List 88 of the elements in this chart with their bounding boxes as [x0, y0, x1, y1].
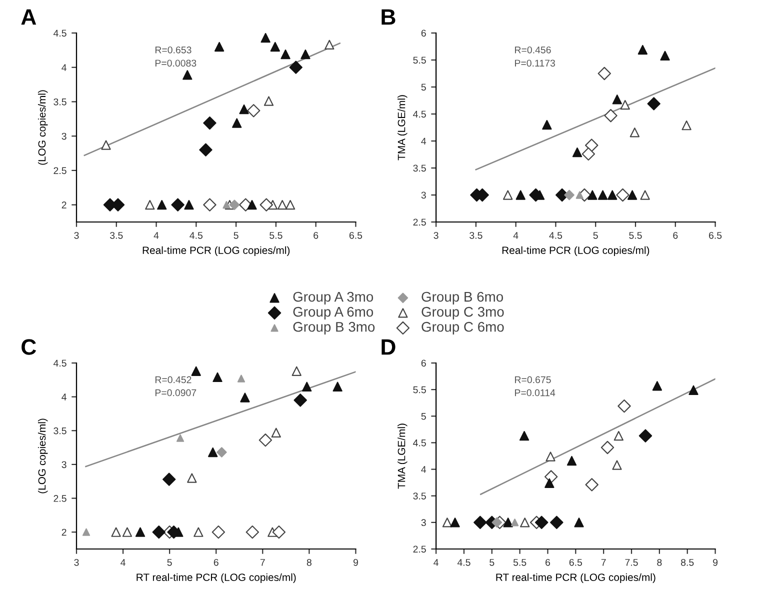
y-tick-label: 6	[421, 360, 426, 367]
y-tick-label: 3.5	[54, 427, 66, 434]
x-tick-label: 5	[593, 232, 598, 239]
y-tick-label: 3	[421, 519, 426, 526]
chart-title: D	[382, 339, 396, 355]
y-tick-label: 5.5	[413, 386, 426, 394]
y-tick-label: 4	[421, 138, 426, 145]
x-tick-label: 7	[260, 559, 265, 566]
y-axis-title: TMA (LGE/ml)	[398, 424, 408, 489]
y-axis-title: (LOG copies/ml)	[38, 90, 48, 165]
y-tick-label: 2.5	[54, 167, 66, 174]
x-tick-label: 6	[214, 558, 218, 566]
x-tick-label: 5.5	[513, 559, 526, 566]
legend-label: Group A 6mo	[293, 306, 374, 320]
x-tick-label: 5.5	[270, 232, 282, 239]
x-axis-title: RT real-time PCR (LOG copies/ml)	[496, 573, 656, 584]
x-tick-label: 9	[353, 558, 358, 566]
x-tick-label: 3	[74, 558, 79, 566]
y-tick-label: 4.5	[413, 110, 426, 118]
y-tick-label: 4	[62, 64, 66, 71]
y-tick-label: 3.5	[54, 98, 66, 106]
y-tick-label: 4.5	[413, 440, 426, 446]
x-tick-label: 7.5	[625, 559, 638, 566]
x-tick-label: 5.5	[629, 232, 642, 239]
x-axis-title: Real-time PCR (LOG copies/ml)	[142, 246, 290, 256]
annotation: P=0.0114	[515, 389, 556, 396]
y-tick-label: 4	[62, 394, 66, 400]
x-axis-title: Real-time PCR (LOG copies/ml)	[502, 246, 650, 256]
y-tick-label: 5	[421, 412, 426, 420]
legend-label: Group C 3mo	[422, 306, 504, 320]
x-tick-label: 5	[167, 559, 172, 566]
y-tick-label: 4	[421, 466, 426, 473]
y-tick-label: 2.5	[413, 546, 426, 553]
y-tick-label: 2.5	[413, 218, 426, 226]
x-tick-label: 6	[673, 232, 678, 239]
y-tick-label: 3.5	[413, 164, 426, 172]
chart-title: A	[21, 9, 36, 25]
x-tick-label: 9	[713, 558, 718, 566]
x-tick-label: 4.5	[190, 232, 203, 239]
x-tick-label: 3.5	[470, 232, 482, 239]
y-axis-title: (LOG copies/ml)	[38, 418, 48, 494]
y-tick-label: 3	[62, 132, 66, 140]
legend-label: Group A 3mo	[293, 292, 374, 304]
x-tick-label: 4.5	[549, 232, 562, 239]
x-tick-label: 6	[546, 558, 550, 566]
annotation: P=0.0083	[155, 60, 196, 67]
y-tick-label: 5	[421, 84, 426, 91]
x-tick-label: 4	[154, 232, 159, 239]
annotation: P=0.0907	[155, 389, 196, 396]
x-axis-title: RT real-time PCR (LOG copies/ml)	[136, 573, 296, 584]
y-tick-label: 3	[62, 461, 66, 468]
y-tick-label: 6	[421, 30, 426, 37]
x-tick-label: 8.5	[681, 558, 694, 566]
y-tick-label: 3	[421, 192, 426, 199]
y-axis-title: TMA (LGE/ml)	[398, 95, 408, 160]
y-tick-label: 2	[62, 202, 66, 208]
x-tick-label: 4	[120, 559, 126, 566]
y-tick-label: 2	[62, 528, 66, 536]
y-tick-label: 5.5	[413, 56, 426, 64]
x-tick-label: 5	[234, 232, 238, 239]
annotation: R=0.452	[155, 376, 192, 384]
x-tick-label: 6.5	[569, 558, 582, 566]
y-tick-label: 2.5	[54, 495, 66, 502]
legend-label: Group C 6mo	[422, 322, 504, 335]
y-tick-label: 4.5	[53, 360, 66, 367]
y-tick-label: 3.5	[413, 492, 426, 500]
x-tick-label: 6.5	[349, 232, 362, 239]
x-tick-label: 8	[657, 558, 662, 566]
x-tick-label: 6.5	[709, 232, 722, 239]
chart-title: B	[382, 9, 396, 25]
x-tick-label: 6	[314, 232, 318, 239]
y-tick-label: 4.5	[53, 30, 66, 37]
x-tick-label: 4	[434, 559, 438, 566]
x-tick-label: 5	[490, 559, 494, 566]
x-tick-label: 8	[306, 558, 312, 566]
annotation: R=0.675	[515, 376, 551, 384]
x-tick-label: 7	[601, 559, 606, 566]
annotation: R=0.456	[515, 46, 551, 54]
annotation: R=0.653	[155, 46, 192, 54]
x-tick-label: 3.5	[110, 232, 123, 239]
x-tick-label: 4.5	[457, 559, 470, 566]
legend-label: Group B 3mo	[293, 322, 375, 335]
x-tick-label: 3	[434, 232, 438, 239]
chart-title: C	[22, 339, 36, 355]
legend-label: Group B 6mo	[422, 292, 504, 304]
annotation: P=0.1173	[515, 60, 555, 67]
x-tick-label: 3	[74, 232, 79, 239]
x-tick-label: 4	[513, 232, 518, 239]
